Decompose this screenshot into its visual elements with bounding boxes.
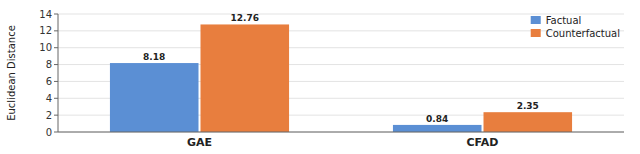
grid-line (58, 132, 624, 133)
y-tick-label: 10 (39, 42, 52, 53)
bar (393, 125, 482, 132)
y-tick-label: 8 (46, 59, 52, 70)
legend-item: Factual (531, 15, 582, 26)
grid (58, 14, 624, 132)
chart-svg: 0 2 4 6 8 10 12 14 8.18 0.84 12.76 2.35 GAE CFAD Eucli… (0, 0, 640, 154)
data-label: 2.35 (517, 101, 539, 111)
y-tick (54, 81, 58, 82)
y-tick-label: 4 (46, 93, 52, 104)
legend-label: Factual (546, 15, 582, 26)
data-label: 0.84 (426, 114, 448, 124)
legend: Factual Counterfactual (531, 15, 620, 39)
y-axis-line (58, 14, 59, 132)
y-tick-label: 6 (46, 76, 52, 87)
y-tick (54, 14, 58, 15)
legend-label: Counterfactual (546, 28, 620, 39)
grid-line (58, 47, 624, 48)
y-tick-label: 0 (46, 127, 52, 138)
y-tick (54, 30, 58, 31)
bar (201, 24, 290, 132)
data-label: 8.18 (143, 52, 165, 62)
x-tick-label: CFAD (467, 136, 499, 149)
y-tick-label: 12 (39, 25, 52, 36)
bar (484, 112, 573, 132)
y-tick (54, 98, 58, 99)
data-labels: 8.18 0.84 12.76 2.35 (143, 13, 539, 123)
y-axis-label: Euclidean Distance (6, 25, 17, 121)
x-axis-line (58, 132, 624, 133)
legend-item: Counterfactual (531, 28, 620, 39)
chart-container: 0 2 4 6 8 10 12 14 8.18 0.84 12.76 2.35 GAE CFAD Eucli… (0, 0, 640, 154)
grid-line (58, 14, 624, 15)
y-tick (54, 64, 58, 65)
data-label: 12.76 (231, 13, 259, 23)
bars (110, 24, 572, 132)
legend-swatch (531, 16, 541, 24)
x-tick-label: GAE (187, 136, 212, 149)
y-tick (54, 132, 58, 133)
bar (110, 63, 199, 132)
y-tick-label: 14 (39, 9, 52, 20)
legend-swatch (531, 29, 541, 37)
y-tick (54, 115, 58, 116)
y-tick-label: 2 (46, 110, 52, 121)
y-tick (54, 47, 58, 48)
